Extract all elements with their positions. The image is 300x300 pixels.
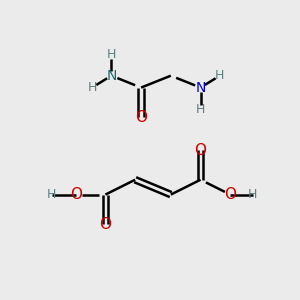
Text: H: H — [196, 103, 205, 116]
Text: O: O — [135, 110, 147, 125]
Text: H: H — [47, 188, 57, 201]
Text: H: H — [248, 188, 257, 201]
Text: N: N — [195, 81, 206, 94]
Text: N: N — [106, 69, 116, 83]
Text: H: H — [87, 81, 97, 94]
Text: H: H — [215, 69, 224, 82]
Text: O: O — [99, 217, 111, 232]
Text: H: H — [107, 48, 116, 62]
Text: O: O — [194, 142, 206, 158]
Text: O: O — [224, 187, 236, 202]
Text: O: O — [70, 187, 82, 202]
